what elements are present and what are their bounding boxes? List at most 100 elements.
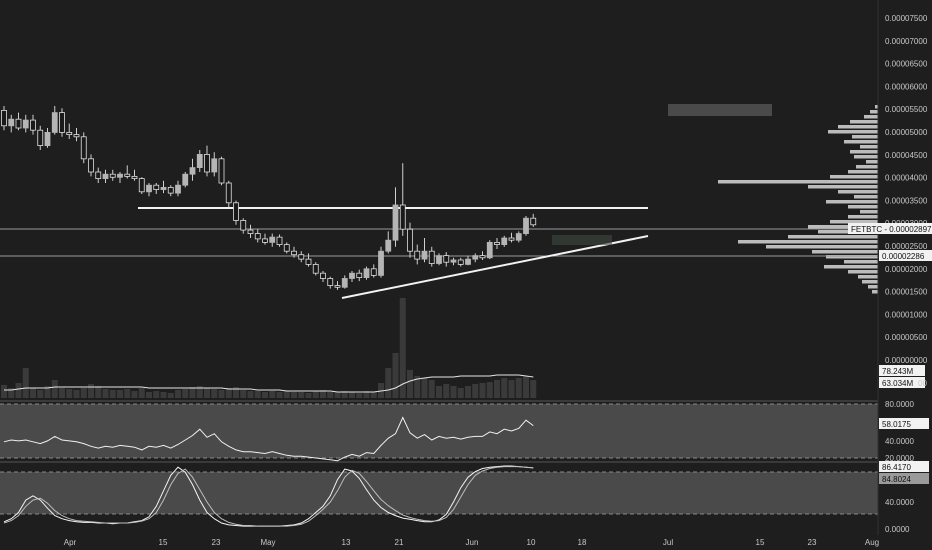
rsi-level-label: 20.0000 (885, 454, 914, 463)
volume-bar (80, 388, 87, 398)
price-tick-label: 0.00004000 (885, 174, 928, 183)
volume-profile-bar (868, 285, 878, 289)
candle-body (428, 250, 435, 264)
volume-bar (465, 386, 471, 398)
volume-bar (102, 389, 109, 398)
candle-body (218, 158, 225, 184)
volume-bar (131, 391, 138, 398)
date-tick-label: Jul (663, 538, 673, 547)
volume-bar (349, 392, 355, 398)
last-price-tag: FETBTC - 0.00002897 (851, 225, 932, 234)
volume-bar (73, 390, 80, 398)
volume-bar (124, 389, 131, 398)
volume-bar (334, 392, 341, 398)
volume-bar (109, 390, 116, 398)
date-tick-label: 21 (395, 538, 404, 547)
volume-profile-bar (844, 260, 878, 264)
volume-bar (138, 388, 145, 398)
candle-body (211, 158, 218, 173)
projection-box (552, 235, 612, 245)
volume-bar (247, 391, 254, 398)
rsi-value-tag: 58.0175 (882, 420, 911, 429)
volume-profile-bar (856, 165, 878, 169)
volume-profile-bar (862, 280, 878, 284)
level-price-tag-bg (879, 250, 932, 261)
date-tick-label: 23 (808, 538, 817, 547)
volume-ma-tag: 78.243M (882, 367, 913, 376)
price-tick-label: 0.00001500 (885, 288, 928, 297)
volume-bar (59, 388, 65, 398)
volume-profile-bar (850, 150, 878, 154)
candle-body (305, 258, 312, 265)
volume-bar (341, 391, 348, 398)
stoch-k-tag: 86.4170 (882, 463, 911, 472)
volume-profile-bar (848, 270, 878, 274)
date-axis: Apr 15 23 May 13 21 Jun 10 18 Jul 15 23 Aug (64, 538, 879, 547)
candle-body (247, 229, 254, 235)
volume-profile-bar (844, 140, 878, 144)
candle-body (189, 167, 196, 175)
volume-bar (225, 388, 232, 398)
volume-profile-bar (718, 180, 878, 184)
volume-profile-bar (826, 200, 878, 204)
price-tick-label: 0.00001000 (885, 310, 928, 319)
candle-body (414, 250, 421, 260)
candle-body (102, 173, 109, 179)
candle-body (1, 110, 7, 127)
stoch-k-tag-bg (879, 461, 929, 472)
candle-body (327, 278, 334, 286)
volume-bar (8, 388, 15, 398)
candle-body (399, 204, 406, 230)
annotation-box (668, 104, 772, 116)
candle-body (501, 237, 508, 245)
rsi-line (3, 416, 534, 462)
volume-bar (494, 380, 500, 398)
volume-bar (392, 353, 399, 398)
candle-body (523, 217, 529, 234)
candle-body (465, 258, 471, 265)
stoch-d-tag: 84.8024 (882, 475, 911, 484)
volume-profile-bar (848, 170, 878, 174)
volume-bar (204, 388, 210, 398)
volume-tag: 63.034M (882, 379, 913, 388)
volume-profile-bar (824, 265, 878, 269)
volume-bar (305, 393, 312, 398)
stoch-band (0, 472, 878, 514)
rsi-value-tag-bg (879, 418, 929, 429)
candle-body (22, 119, 29, 129)
volume-profile-bar (830, 220, 878, 224)
volume-profile-bar (766, 245, 878, 249)
rsi-band (0, 404, 878, 458)
candle-body (138, 178, 145, 193)
candle-body (109, 173, 116, 178)
stoch-level-label: 40.0000 (885, 498, 914, 507)
candle-body (117, 173, 123, 178)
candle-body (508, 237, 515, 241)
volume-profile-bar (826, 255, 878, 259)
candle-body (131, 175, 138, 179)
price-tick-label: 0.00007500 (885, 14, 928, 23)
candle-body (160, 186, 167, 190)
stoch-pane (0, 461, 878, 527)
candle-body (30, 119, 36, 131)
candle-body (515, 233, 522, 241)
candle-body (479, 255, 486, 259)
volume-profile-bar (838, 190, 878, 194)
volume-bar (15, 383, 22, 398)
price-tick-label: 0.00007000 (885, 37, 928, 46)
volume-profile-bar (788, 235, 878, 239)
volume-profile-bar (858, 275, 878, 279)
candle-body (44, 131, 51, 146)
price-tick-label: 0.00005500 (885, 105, 928, 114)
volume-bar (428, 380, 435, 398)
volume-bar (523, 376, 529, 398)
date-tick-label: 18 (578, 538, 587, 547)
volume-profile-bar (850, 120, 878, 124)
candle-body (175, 184, 181, 194)
volume-bar (399, 298, 406, 398)
candle-body (349, 272, 355, 279)
volume-bar (44, 386, 51, 398)
candle-body (196, 153, 203, 168)
